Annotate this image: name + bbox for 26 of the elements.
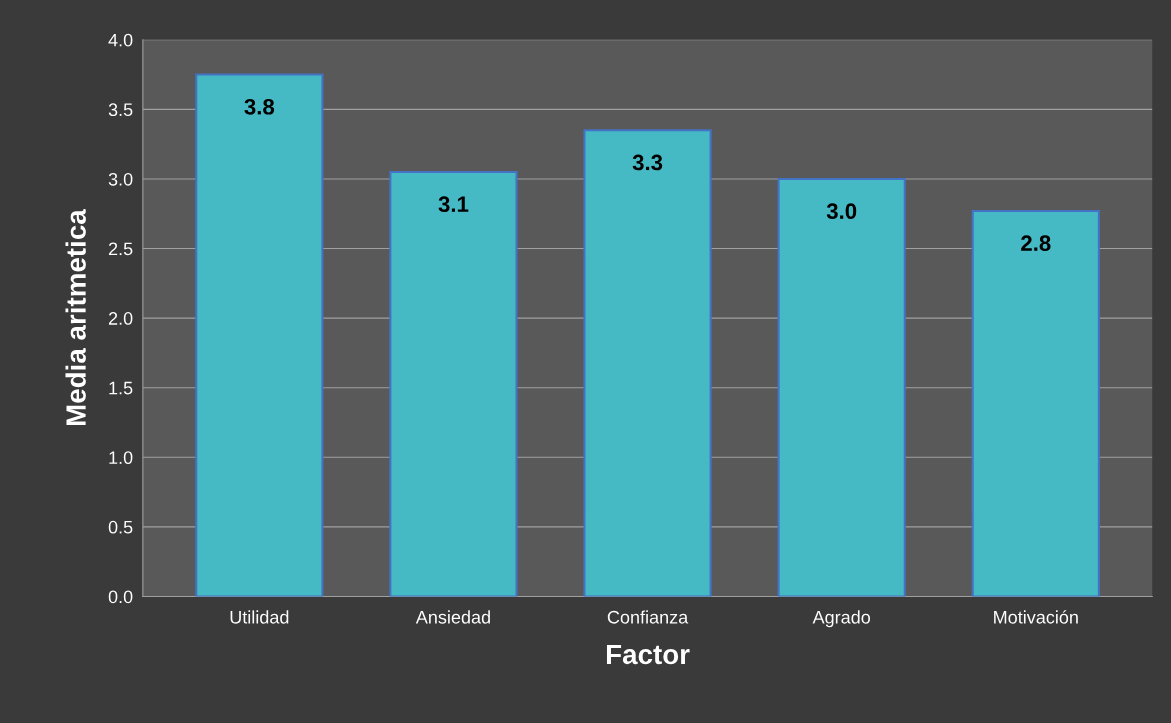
bar [195, 73, 324, 597]
y-tick-label: 4.0 [108, 33, 133, 47]
data-label: 3.0 [826, 203, 857, 220]
y-axis-title: Media aritmetica [65, 209, 86, 426]
bar [389, 170, 518, 597]
x-tick-label: Motivación [994, 610, 1078, 624]
x-tick-label: Confianza [607, 610, 689, 624]
y-tick-label: 2.5 [108, 242, 133, 256]
y-tick-label: 0.5 [108, 520, 133, 534]
data-label: 2.8 [1021, 235, 1051, 252]
x-tick-label: Agrado [812, 610, 871, 628]
y-tick-label: 3.5 [108, 103, 133, 117]
data-label: 3.1 [438, 196, 469, 213]
y-tick-label: 0.0 [108, 590, 133, 604]
bar [971, 209, 1100, 597]
y-tick-label: 3.0 [108, 172, 133, 186]
y-tick-label: 1.0 [109, 451, 133, 465]
data-label: 3.3 [632, 154, 663, 171]
bar [777, 177, 906, 597]
x-tick-label: Ansiedad [415, 610, 490, 624]
data-label: 3.8 [244, 98, 275, 115]
x-axis-title: Factor [606, 644, 690, 665]
y-tick-label: 1.5 [109, 381, 133, 395]
y-tick-label: 2.0 [108, 312, 133, 325]
x-tick-label: Utilidad [230, 610, 289, 624]
bar [583, 129, 712, 597]
